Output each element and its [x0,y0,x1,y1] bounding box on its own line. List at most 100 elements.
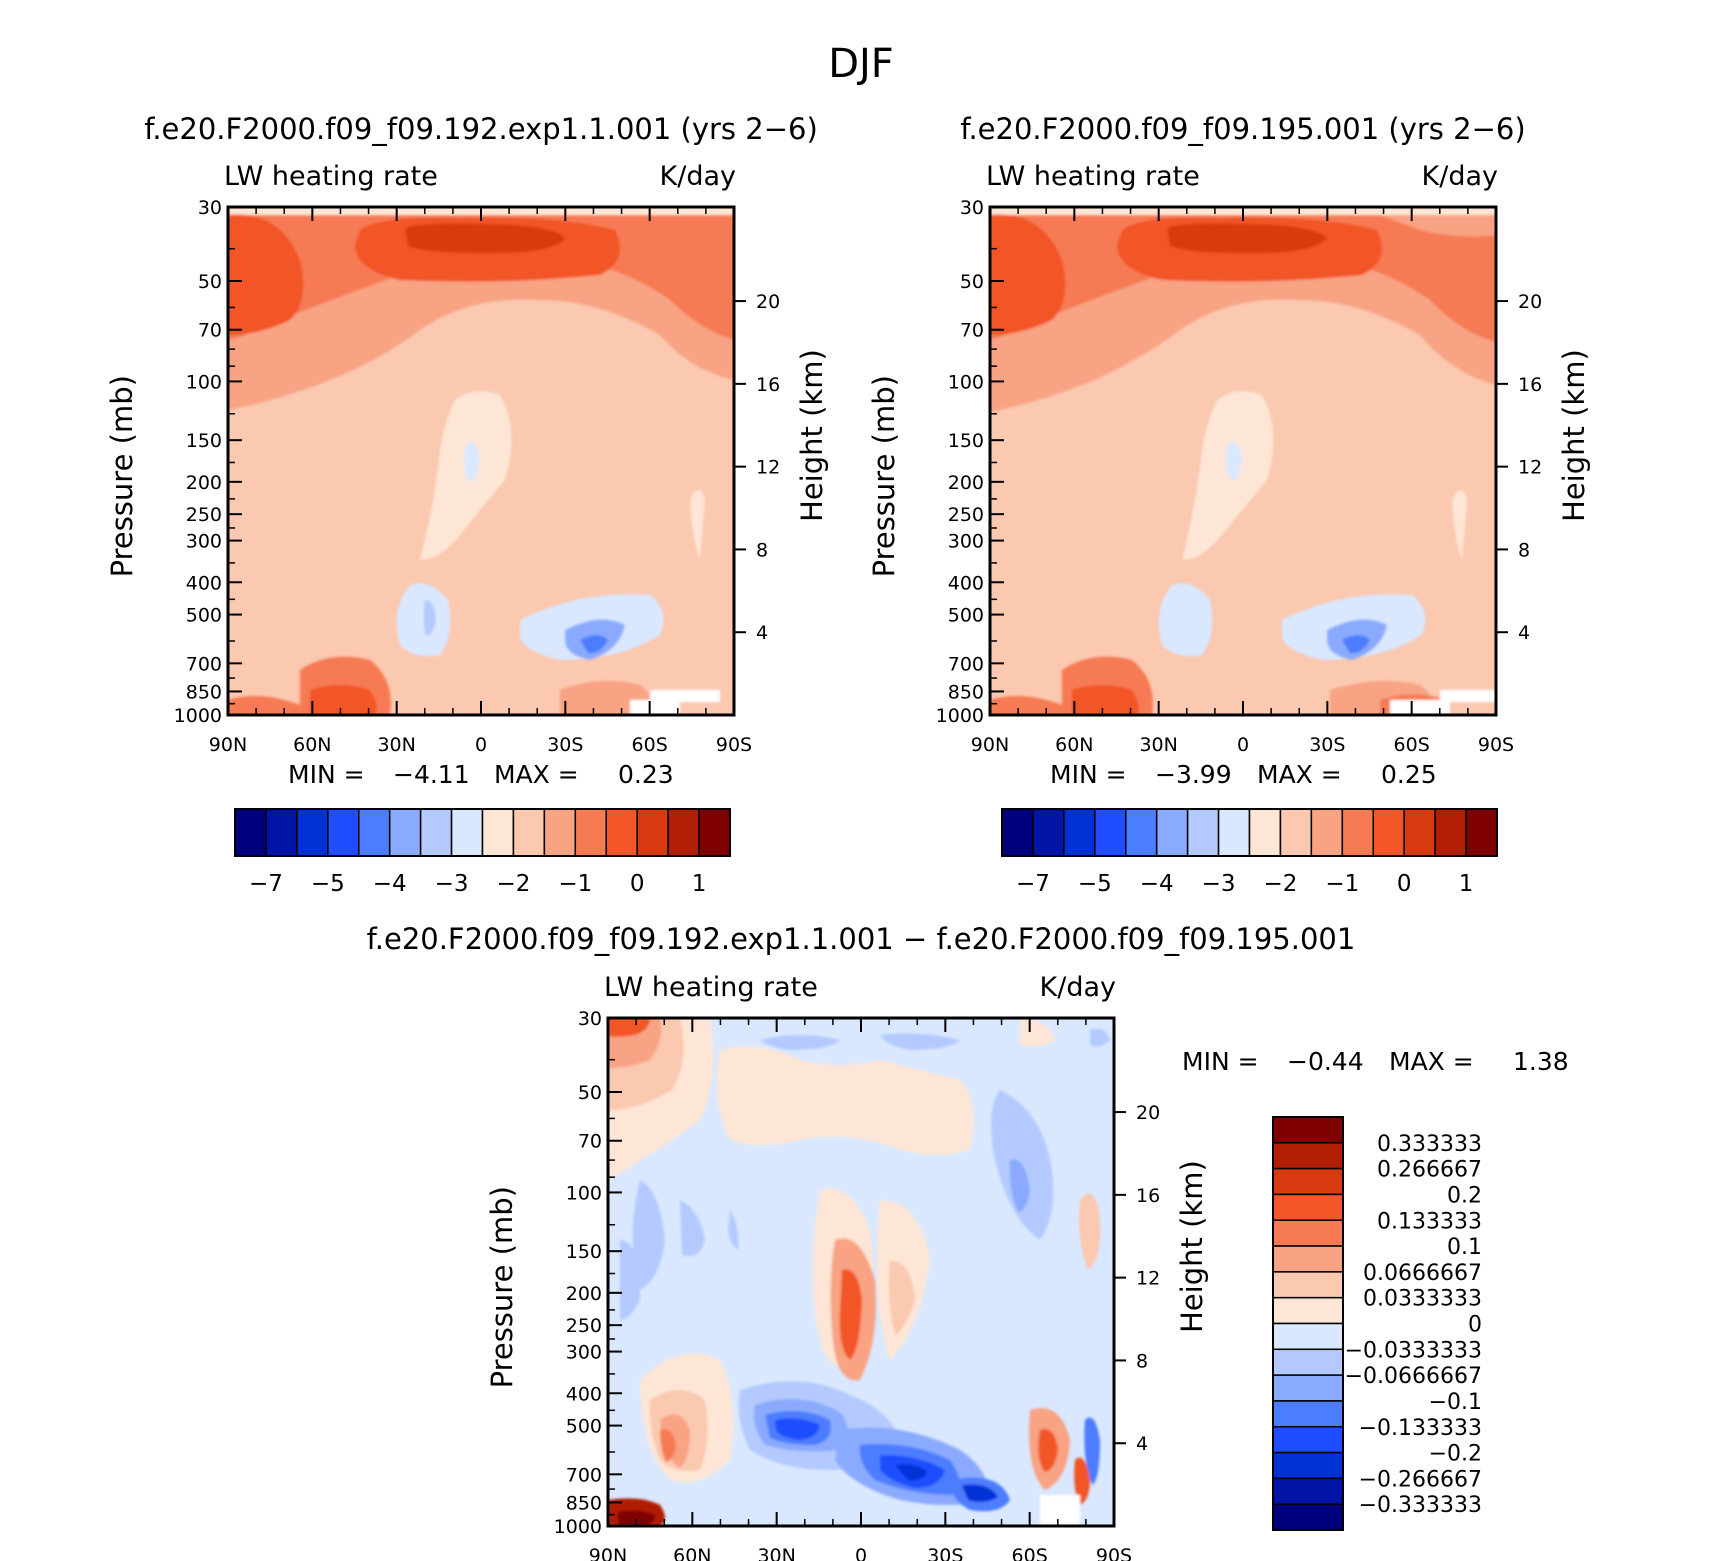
panel-a-colorbar-label: −4 [373,871,407,897]
panel-b-title: f.e20.F2000.f09_f09.195.001 (yrs 2−6) [960,112,1525,146]
panel-b-y-tick-label: 1000 [936,705,984,727]
panel-c-colorbar-label: 0.333333 [1377,1132,1482,1157]
panel-b-y-tick-label: 300 [948,531,984,553]
panel-c-colorbar-label: −0.133333 [1359,1416,1482,1441]
panel-a-max-value: 0.23 [618,760,674,789]
panel-b-height-tick-label: 20 [1518,291,1542,313]
panel-c-x-tick-label: 30N [757,1545,795,1561]
panel-c-colorbar-label: −0.0333333 [1345,1338,1482,1363]
panel-b-colorbar-swatch [1063,808,1096,857]
panel-c-colorbar-label: 0.266667 [1377,1158,1482,1183]
panel-c-colorbar-label: 0.0666667 [1363,1261,1482,1286]
panel-a-y-tick-label: 300 [186,531,222,553]
panel-c-height-tick-label: 20 [1136,1102,1160,1124]
panel-b-colorbar-swatch [1032,808,1065,857]
panel-c-min-value: −0.44 [1287,1047,1364,1076]
panel-c-max-value: 1.38 [1513,1047,1569,1076]
panel-b-colorbar-label: −1 [1325,871,1359,897]
panel-a-right-label: K/day [660,161,736,192]
panel-a-y-tick-label: 50 [198,271,222,293]
panel-c-y-tick-label: 150 [566,1241,602,1263]
panel-b-colorbar-frame [1001,808,1498,857]
panel-b-colorbar-label: 0 [1397,871,1412,897]
figure-title: DJF [828,41,894,87]
panel-c-colorbar-swatch [1272,1348,1344,1376]
panel-a-y-tick-label: 400 [186,572,222,594]
panel-c-colorbar-label: 0 [1468,1313,1482,1338]
panel-c-y-tick-label: 400 [566,1383,602,1405]
panel-c-colorbar-label: 0.133333 [1377,1209,1482,1234]
panel-c-y2-axis-title: Height (km) [1175,1160,1209,1333]
panel-a-x-tick-label: 60N [293,734,331,756]
panel-c-y-tick-label: 200 [566,1283,602,1305]
panel-b-y-tick-label: 70 [960,320,984,342]
panel-a-y-tick-label: 850 [186,681,222,703]
panel-c-y-tick-label: 70 [578,1131,602,1153]
panel-b-y-tick-label: 250 [948,504,984,526]
panel-c-height-tick-label: 16 [1136,1185,1160,1207]
panel-b-y-tick-label: 700 [948,653,984,675]
panel-a-colorbar-swatch [698,808,731,857]
panel-c-y-tick-label: 250 [566,1315,602,1337]
panel-c-colorbar-label: −0.0666667 [1345,1364,1482,1389]
panel-b-x-tick-label: 0 [1237,734,1249,756]
panel-b-colorbar-label: −2 [1263,871,1297,897]
panel-b-y-tick-label: 400 [948,572,984,594]
panel-b-colorbar-swatch [1341,808,1374,857]
panel-c-colorbar-swatch [1272,1296,1344,1325]
panel-c-colorbar-swatch [1272,1400,1344,1428]
panel-c-colorbar-swatch [1272,1219,1344,1247]
panel-c-colorbar-label: 0.0333333 [1363,1287,1482,1312]
panel-b-max-value: 0.25 [1381,760,1437,789]
panel-a-x-tick-label: 30N [377,734,415,756]
panel-a-height-tick-label: 4 [756,622,768,644]
panel-b-colorbar-swatch [1155,808,1189,857]
panel-b-colorbar-swatch [1310,808,1344,857]
panel-b-colorbar-swatch [1465,808,1498,857]
panel-c-x-tick-label: 90N [589,1545,627,1561]
panel-b-colorbar-label: 1 [1459,871,1474,897]
panel-a-colorbar-swatch [450,808,484,857]
panel-c-height-tick-label: 12 [1136,1268,1160,1290]
panel-a-colorbar-swatch [605,808,638,857]
panel-b-contour-field [990,207,1496,715]
panel-c-left-label: LW heating rate [604,972,818,1003]
panel-c-colorbar-swatch [1272,1245,1344,1273]
panel-c-colorbar-frame [1272,1116,1344,1531]
panel-b-y-axis-title: Pressure (mb) [867,375,901,577]
panel-b-min-value: −3.99 [1155,760,1232,789]
panel-a-stats: MIN = −4.11 MAX = 0.23 [288,760,674,789]
panel-b-colorbar-swatch [1217,808,1251,857]
panel-a-colorbar-swatch [296,808,329,857]
panel-c-height-tick-label: 8 [1136,1350,1148,1372]
panel-a-colorbar: −7 −5 −4 −3 −2 −1 0 1 [234,808,731,897]
panel-b-x-tick-label: 30S [1309,734,1345,756]
panel-a-y-tick-label: 200 [186,472,222,494]
panel-c-right-label: K/day [1040,972,1116,1003]
panel-c-y-tick-label: 30 [578,1008,602,1030]
panel-b-colorbar-swatch [1001,808,1034,857]
panel-c-max-label: MAX = [1389,1047,1474,1076]
panel-a-y2-axis-title: Height (km) [795,349,829,522]
panel-c-colorbar-label: −0.2 [1429,1442,1482,1467]
panel-c-colorbar-swatch [1272,1193,1344,1221]
panel-b-y-tick-label: 500 [948,605,984,627]
panel-c-title: f.e20.F2000.f09_f09.192.exp1.1.001 − f.e… [367,922,1356,956]
panel-b-colorbar-swatch [1403,808,1436,857]
panel-c-y-tick-label: 100 [566,1182,602,1204]
panel-c-colorbar-swatch [1272,1477,1344,1505]
panel-b-colorbar-label: −5 [1078,871,1112,897]
panel-b-colorbar-swatch [1094,808,1127,857]
panel-b-left-label: LW heating rate [986,161,1200,192]
panel-b-colorbar: −7 −5 −4 −3 −2 −1 0 1 [1001,808,1498,897]
panel-c-colorbar-swatch [1272,1451,1344,1480]
panel-c-y-axis-title: Pressure (mb) [485,1186,519,1388]
panel-c-stats: MIN = −0.44 MAX = 1.38 [1182,1047,1569,1076]
panel-c-y-tick-label: 850 [566,1492,602,1514]
panel-a-colorbar-frame [234,808,731,857]
panel-a-y-tick-label: 100 [186,371,222,393]
panel-a-x-tick-label: 30S [547,734,583,756]
panel-a-max-label: MAX = [494,760,579,789]
